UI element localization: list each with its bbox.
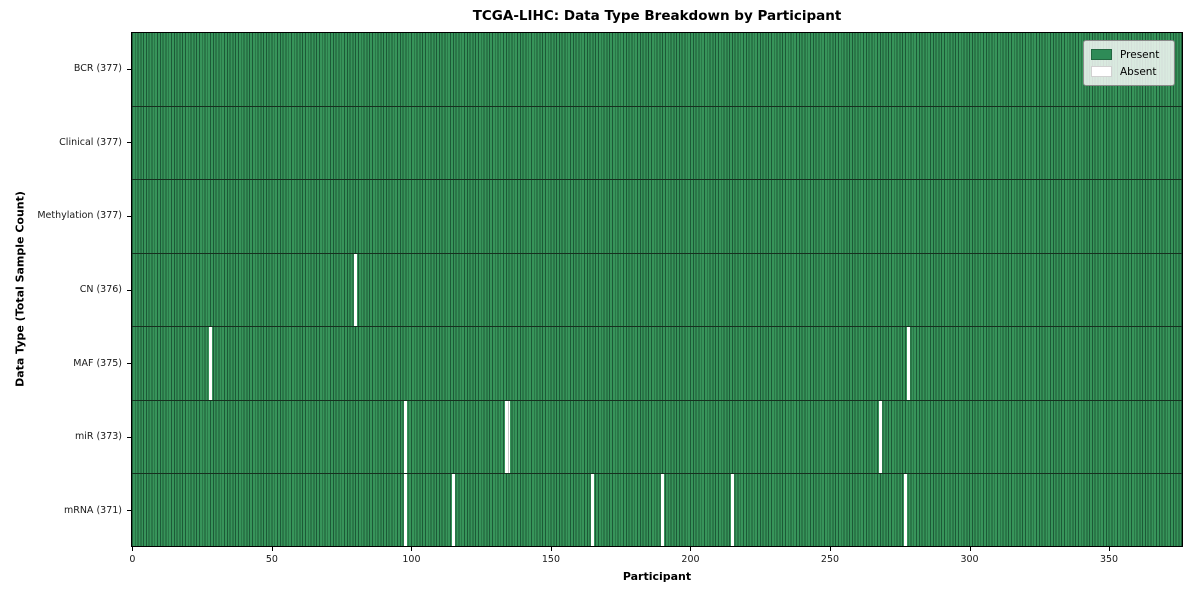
x-tick-label: 350 bbox=[1099, 554, 1119, 565]
present-swatch-icon bbox=[1091, 49, 1112, 60]
absent-cell bbox=[504, 400, 508, 474]
heatmap-plot-area bbox=[131, 32, 1183, 547]
y-tick-mark bbox=[127, 363, 131, 365]
x-tick-mark bbox=[690, 547, 692, 551]
x-tick-mark bbox=[1109, 547, 1111, 551]
x-tick-mark bbox=[550, 547, 552, 551]
x-tick-label: 100 bbox=[402, 554, 421, 565]
y-tick-label: miR (373) bbox=[74, 431, 122, 443]
y-tick-mark bbox=[127, 142, 131, 144]
row-divider bbox=[131, 399, 1183, 401]
x-tick-mark bbox=[271, 547, 273, 551]
row-divider bbox=[131, 179, 1183, 181]
y-tick-label: BCR (377) bbox=[73, 63, 122, 75]
row-divider bbox=[131, 252, 1183, 254]
absent-cell bbox=[404, 474, 408, 547]
y-tick-label: MAF (375) bbox=[73, 357, 122, 369]
x-axis-label: Participant bbox=[622, 570, 692, 583]
legend-item-present: Present bbox=[1091, 46, 1166, 63]
legend-label-present: Present bbox=[1120, 48, 1160, 61]
y-tick-label: CN (376) bbox=[79, 284, 122, 295]
row-divider bbox=[131, 105, 1183, 107]
absent-cell bbox=[404, 400, 408, 474]
y-tick-label: Methylation (377) bbox=[37, 210, 122, 222]
absent-cell bbox=[906, 327, 910, 400]
x-tick-mark bbox=[411, 547, 413, 551]
y-tick-label: Clinical (377) bbox=[59, 136, 122, 148]
x-tick-mark bbox=[132, 547, 134, 551]
absent-cell bbox=[878, 400, 882, 474]
legend-label-absent: Absent bbox=[1120, 65, 1157, 78]
absent-cell bbox=[354, 253, 358, 327]
y-tick-mark bbox=[127, 289, 131, 291]
x-tick-label: 200 bbox=[681, 554, 700, 565]
absent-swatch-icon bbox=[1091, 66, 1112, 77]
x-tick-label: 50 bbox=[265, 554, 278, 565]
y-tick-mark bbox=[127, 68, 131, 70]
y-tick-mark bbox=[127, 436, 131, 438]
absent-cell bbox=[661, 474, 664, 547]
x-tick-label: 150 bbox=[541, 554, 561, 565]
chart-title: TCGA-LIHC: Data Type Breakdown by Partic… bbox=[472, 8, 842, 24]
y-tick-label: mRNA (371) bbox=[63, 504, 122, 516]
row-divider bbox=[131, 473, 1183, 475]
absent-cell bbox=[507, 400, 511, 474]
absent-cell bbox=[591, 474, 595, 547]
x-tick-mark bbox=[830, 547, 831, 551]
x-tick-mark bbox=[969, 547, 971, 551]
legend-item-absent: Absent bbox=[1091, 63, 1166, 80]
absent-cell bbox=[209, 327, 212, 400]
y-tick-mark bbox=[127, 215, 131, 217]
row-divider bbox=[131, 326, 1183, 328]
absent-cell bbox=[451, 474, 455, 547]
x-tick-label: 250 bbox=[820, 554, 840, 565]
x-tick-label: 300 bbox=[960, 554, 979, 565]
absent-cell bbox=[730, 474, 734, 547]
x-tick-label: 0 bbox=[129, 554, 136, 565]
legend: Present Absent bbox=[1083, 40, 1175, 86]
y-tick-mark bbox=[127, 510, 131, 512]
absent-cell bbox=[903, 474, 907, 547]
